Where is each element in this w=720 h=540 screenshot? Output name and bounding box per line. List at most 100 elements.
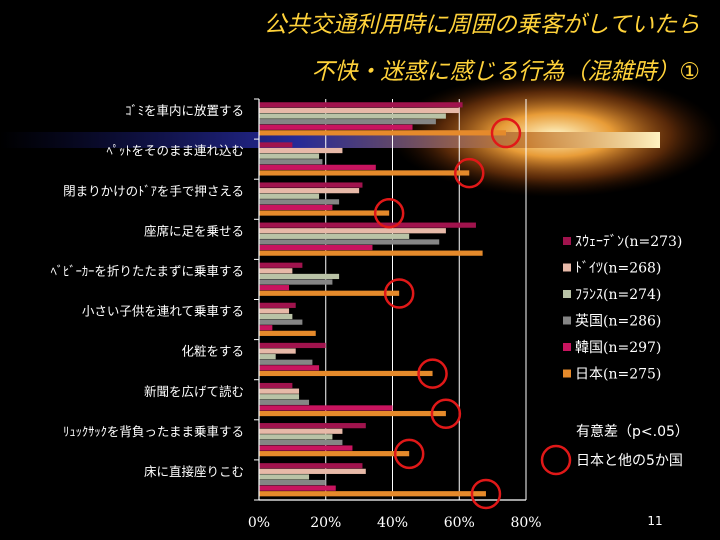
bar	[259, 239, 440, 245]
bar	[259, 119, 436, 125]
bar	[259, 193, 320, 199]
category-label: 閉まりかけのﾄﾞｱを手で押さえる	[63, 183, 244, 198]
bar	[259, 204, 333, 211]
legend-label: 韓国(n=297)	[575, 340, 661, 356]
bars-layer	[259, 102, 506, 497]
bar	[259, 124, 413, 130]
significance-circle	[373, 198, 405, 229]
bar	[259, 159, 323, 165]
legend-swatch	[563, 369, 571, 378]
bar	[259, 428, 343, 434]
significance-circle	[417, 358, 448, 389]
bar	[259, 107, 460, 114]
bar	[259, 365, 320, 371]
legend-swatch	[563, 237, 571, 245]
bar	[259, 359, 313, 365]
bar	[259, 188, 360, 194]
bar	[259, 182, 363, 188]
x-tick-label: 0%	[248, 515, 270, 531]
bar	[259, 342, 326, 349]
legend-swatch	[563, 316, 571, 325]
bar	[259, 399, 310, 405]
bar	[259, 405, 393, 411]
significance-circle	[490, 117, 522, 149]
bar	[259, 394, 300, 400]
category-label: 座席に足を乗せる	[144, 223, 244, 238]
bar	[259, 153, 320, 159]
bar	[259, 423, 366, 429]
bar	[259, 319, 303, 325]
bar	[259, 199, 340, 205]
bar	[259, 474, 310, 480]
significance-note-circle	[540, 444, 572, 476]
bar	[259, 244, 373, 251]
significance-circle	[430, 398, 462, 429]
bar	[259, 222, 476, 228]
bar	[259, 130, 506, 136]
category-label: 化粧をする	[181, 344, 244, 359]
bar	[259, 210, 390, 216]
significance-circle	[393, 438, 425, 470]
bar	[259, 233, 410, 239]
bar	[259, 302, 296, 308]
x-tick-label: 20%	[310, 515, 341, 531]
bar	[259, 370, 433, 377]
bar	[259, 290, 400, 296]
bar	[259, 388, 300, 394]
legend-label: ﾄﾞｲﾂ(n=268)	[575, 261, 661, 277]
category-label: ﾍﾟｯﾄをそのまま連れ込む	[106, 143, 244, 158]
significance-note-label: 日本と他の5か国	[576, 453, 683, 469]
bar	[259, 102, 463, 108]
legend-label: ﾌﾗﾝｽ(n=274)	[575, 287, 661, 303]
x-tick-label: 60%	[444, 515, 475, 531]
bar	[259, 313, 293, 320]
category-label: 新聞を広げて読む	[144, 384, 244, 399]
bar	[259, 250, 483, 256]
significance-circle	[454, 157, 485, 189]
bar	[259, 228, 446, 234]
bar	[259, 410, 446, 417]
significance-note-title: 有意差（p<.05）	[576, 423, 689, 440]
bar	[259, 285, 290, 291]
bar	[259, 170, 470, 176]
bar	[259, 268, 293, 274]
significance-circle	[470, 478, 502, 510]
bar	[259, 485, 336, 491]
bar	[259, 262, 303, 268]
category-label: 床に直接座りこむ	[144, 464, 244, 479]
significance-circle	[383, 278, 415, 309]
bar	[259, 451, 410, 457]
legend-label: 日本(n=275)	[575, 367, 661, 383]
bar	[259, 354, 276, 360]
bar	[259, 142, 293, 148]
bar	[259, 434, 333, 440]
legend-label: 英国(n=286)	[575, 313, 661, 330]
page-number: 11	[647, 514, 662, 528]
chart-title-line-1: 公共交通利用時に周囲の乗客がしていたら	[264, 12, 700, 38]
bar	[259, 330, 316, 336]
bar	[259, 468, 366, 474]
bar	[259, 491, 486, 497]
legend-label: ｽｳｪｰﾃﾞﾝ(n=273)	[575, 234, 682, 250]
bar	[259, 164, 376, 170]
category-label: ﾍﾞﾋﾞｰｶｰを折りたたまずに乗車する	[51, 263, 244, 278]
category-labels-layer: ｺﾞﾐを車内に放置する ﾍﾟｯﾄをそのまま連れ込む閉まりかけのﾄﾞｱを手で押さえる…	[51, 103, 244, 479]
x-tick-label: 40%	[377, 515, 408, 531]
chart-title-line-2: 不快・迷惑に感じる行為（混雑時）①	[311, 59, 700, 85]
bar	[259, 439, 343, 446]
bar	[259, 273, 340, 280]
significance-circles-layer	[373, 117, 522, 510]
bar	[259, 325, 273, 331]
legend: ｽｳｪｰﾃﾞﾝ(n=273) ﾄﾞｲﾂ(n=268) ﾌﾗﾝｽ(n=274) 英国(n…	[563, 234, 682, 383]
bar	[259, 479, 326, 486]
legend-swatch	[563, 263, 571, 272]
axis-layer	[254, 98, 526, 501]
bar	[259, 147, 343, 154]
tick-labels-layer: 0% 20% 40% 60% 80%	[248, 515, 542, 531]
legend-swatch	[563, 343, 571, 351]
bar	[259, 382, 293, 389]
bar	[259, 463, 363, 469]
bar	[259, 113, 446, 119]
bar	[259, 279, 333, 285]
